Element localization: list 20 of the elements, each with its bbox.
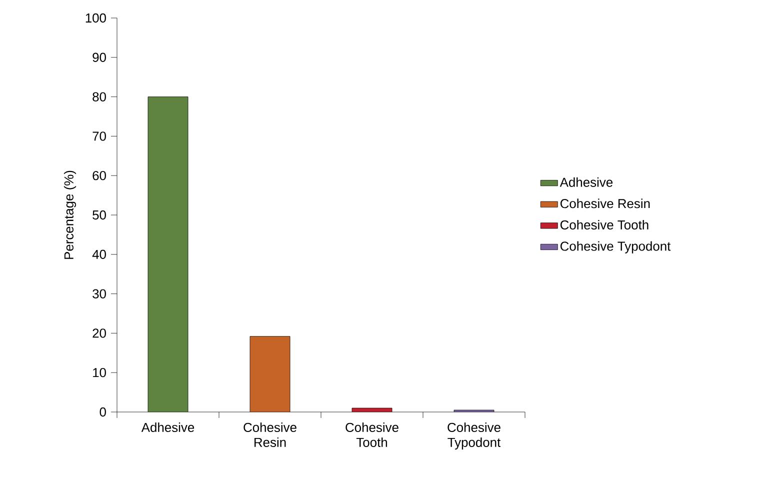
y-tick-label: 0 [100,407,106,417]
y-tick-label: 30 [92,289,106,298]
x-tick-label: Cohesive Typodont [448,422,501,450]
legend-label: Cohesive Typodont [560,241,671,254]
y-tick-label: 20 [92,328,106,338]
x-tick-label: Adhesive [141,422,194,432]
y-tick-label: 40 [92,250,106,259]
y-tick-label: 100 [86,13,106,23]
legend-label: Cohesive Tooth [560,220,648,230]
x-tick-label: Cohesive Tooth [346,422,398,447]
legend-label: Adhesive [560,177,613,187]
y-tick-label: 70 [92,132,106,141]
y-tick-label: 60 [92,171,106,180]
y-tick-label: 90 [92,52,106,62]
y-tick-label: 50 [92,210,106,220]
x-tick-label: Cohesive Resin [244,422,296,447]
y-tick-label: 10 [93,368,106,378]
y-tick-label: 80 [92,92,106,102]
legend-label: Cohesive Resin [560,198,650,208]
y-axis-title: Percentage (%) [64,170,76,259]
